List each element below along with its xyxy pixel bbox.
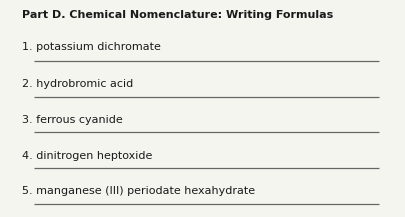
- Text: Part D. Chemical Nomenclature: Writing Formulas: Part D. Chemical Nomenclature: Writing F…: [22, 10, 334, 20]
- Text: 3. ferrous cyanide: 3. ferrous cyanide: [22, 115, 123, 125]
- Text: 2. hydrobromic acid: 2. hydrobromic acid: [22, 79, 134, 89]
- Text: 1. potassium dichromate: 1. potassium dichromate: [22, 42, 161, 52]
- Text: 4. dinitrogen heptoxide: 4. dinitrogen heptoxide: [22, 151, 153, 161]
- Text: 5. manganese (III) periodate hexahydrate: 5. manganese (III) periodate hexahydrate: [22, 186, 256, 196]
